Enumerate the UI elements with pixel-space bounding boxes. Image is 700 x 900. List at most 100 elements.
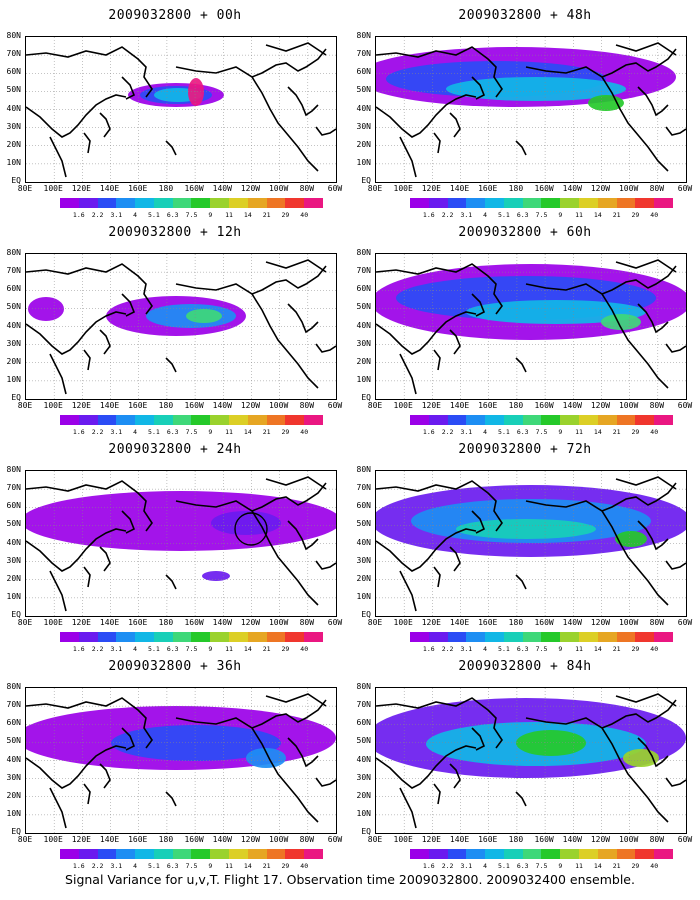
latitude-label: 50N	[356, 85, 371, 95]
longitude-label: 100E	[43, 835, 63, 844]
colorbar-level-label: 2.2	[91, 211, 104, 219]
longitude-label: 180	[508, 401, 524, 410]
colorbar-swatch	[485, 632, 504, 642]
colorbar-level-label: 2.2	[441, 428, 454, 436]
colorbar-swatch	[191, 198, 211, 208]
latitude-label: 30N	[356, 555, 371, 565]
colorbar-swatch	[503, 632, 523, 642]
colorbar-swatch	[560, 415, 580, 425]
longitude-label: 80E	[17, 401, 33, 410]
latitude-label: EQ	[361, 827, 371, 836]
colorbar-level-label: 29	[631, 645, 640, 653]
colorbar-swatch	[191, 849, 211, 859]
colorbar-level-label: 9	[558, 428, 563, 436]
variance-contour-fill	[111, 725, 281, 761]
latitude-label: 50N	[6, 736, 21, 746]
coastline	[615, 476, 677, 490]
longitude-label: 60W	[677, 618, 693, 627]
colorbar-level-label: 9	[208, 645, 213, 653]
coastline	[615, 42, 677, 56]
latitude-label: 50N	[356, 302, 371, 312]
colorbar-level-label: 29	[631, 862, 640, 870]
colorbar-swatch	[172, 849, 192, 859]
variance-contour-fill	[456, 519, 596, 539]
coastline	[515, 357, 527, 373]
colorbar-level-label: 21	[262, 428, 271, 436]
coastline	[251, 699, 327, 729]
latitude-label: 70N	[6, 49, 21, 59]
colorbar-level-label: 7.5	[185, 862, 198, 870]
coastline	[315, 343, 336, 353]
panel-title: 2009032800 + 00h	[108, 8, 242, 23]
coastline	[251, 482, 327, 512]
colorbar-swatch	[229, 415, 248, 425]
coastline	[376, 528, 477, 572]
longitude-axis: 80E 100E 120E 140E 160E 180 160W 140W 120W 100W 80…	[368, 835, 692, 845]
panel-title: 2009032800 + 60h	[458, 225, 592, 240]
latitude-label: 70N	[356, 700, 371, 710]
coastline	[637, 737, 669, 768]
longitude-label: 100E	[43, 184, 63, 193]
longitude-label: 100E	[393, 618, 413, 627]
variance-contour-fill	[26, 491, 336, 551]
colorbar-level-label: 11	[575, 211, 583, 219]
longitude-label: 180	[158, 401, 174, 410]
colorbar-level-label: 6.3	[516, 428, 529, 436]
panel-title: 2009032800 + 72h	[458, 442, 592, 457]
latitude-label: 70N	[356, 483, 371, 493]
colorbar-swatch	[522, 632, 542, 642]
longitude-label: 140E	[449, 184, 470, 193]
colorbar-swatch	[304, 198, 323, 208]
coastline	[175, 66, 319, 172]
latitude-label: 40N	[6, 320, 21, 330]
colorbar-swatch	[541, 632, 561, 642]
longitude-axis: 80E 100E 120E 140E 160E 180 160W 140W 120W 100W 80…	[368, 618, 693, 628]
colorbar-swatch	[635, 415, 655, 425]
coastline	[315, 126, 336, 136]
longitude-label: 160W	[534, 618, 554, 627]
longitude-label: 100E	[43, 618, 63, 627]
longitude-label: 160E	[478, 618, 498, 627]
longitude-label: 100W	[268, 618, 289, 627]
colorbar-level-label: 40	[650, 211, 659, 219]
colorbar-level-label: 7.5	[535, 645, 548, 653]
longitude-label: 160E	[128, 184, 148, 193]
colorbar-level-label: 29	[281, 428, 290, 436]
longitude-label: 160W	[534, 835, 554, 844]
coastline	[449, 112, 461, 138]
longitude-label: 120W	[240, 835, 261, 844]
colorbar-swatch	[654, 415, 673, 425]
colorbar-swatch	[579, 198, 598, 208]
colorbar-level-label: 6.3	[166, 645, 179, 653]
coastline	[26, 46, 153, 98]
coastline	[49, 570, 67, 612]
variance-map	[375, 470, 687, 617]
colorbar-level-label: 1.6	[422, 428, 435, 436]
colorbar-level-label: 21	[262, 211, 271, 219]
colorbar-swatch	[285, 415, 305, 425]
colorbar-swatch	[247, 198, 267, 208]
latitude-label: 80N	[356, 465, 371, 474]
colorbar-level-label: 9	[558, 211, 563, 219]
coastline	[376, 46, 503, 98]
latitude-label: EQ	[11, 827, 21, 836]
colorbar-swatch	[229, 198, 248, 208]
colorbar-swatch	[597, 198, 617, 208]
colorbar-swatch	[597, 632, 617, 642]
colorbar-swatch	[428, 198, 448, 208]
colorbar-swatch	[597, 415, 617, 425]
latitude-label: 40N	[356, 103, 371, 113]
latitude-label: 80N	[6, 248, 21, 257]
coastline	[525, 500, 669, 606]
colorbar-swatch	[579, 415, 598, 425]
colorbar-swatch	[172, 632, 192, 642]
colorbar-level-label: 29	[631, 211, 640, 219]
colorbar-swatch	[60, 849, 79, 859]
longitude-label: 120W	[590, 401, 611, 410]
longitude-label: 120E	[421, 401, 441, 410]
panel-48h: 2009032800 + 48h 80N 70N 60N 50N 40N 30N 20N 10…	[355, 8, 695, 223]
colorbar-level-label: 7.5	[535, 862, 548, 870]
latitude-label: EQ	[361, 393, 371, 402]
longitude-label: 180	[158, 184, 174, 193]
coastline	[265, 693, 327, 707]
